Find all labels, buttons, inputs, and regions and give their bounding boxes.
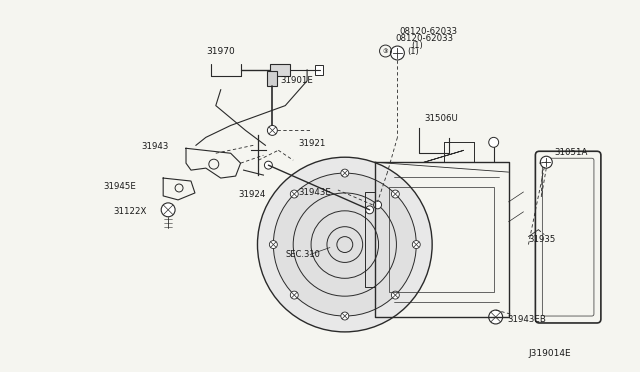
Circle shape [540,156,552,168]
Bar [268,71,277,86]
Text: 31122X: 31122X [113,207,147,216]
Text: 31943: 31943 [141,142,169,151]
Text: 31921: 31921 [298,139,326,148]
Text: (1): (1) [412,41,423,49]
Circle shape [268,125,277,135]
Text: 31945E: 31945E [104,182,136,190]
Text: 08120-62033: 08120-62033 [399,27,458,36]
Circle shape [269,241,277,248]
Circle shape [374,201,381,209]
Bar [270,64,290,76]
Text: 31506U: 31506U [424,114,458,123]
Circle shape [365,206,374,214]
Text: 31935: 31935 [529,235,556,244]
Circle shape [161,203,175,217]
Circle shape [390,46,404,60]
Circle shape [273,173,416,316]
Circle shape [489,310,502,324]
Text: 08120-62033: 08120-62033 [396,33,454,43]
Circle shape [264,161,273,169]
Circle shape [412,241,420,248]
Text: 31970: 31970 [206,46,235,55]
Text: (1): (1) [407,46,419,55]
Text: 31943EB: 31943EB [508,315,547,324]
Text: 31901E: 31901E [280,76,313,85]
Text: 31051A: 31051A [554,148,588,157]
Text: ③: ③ [383,48,388,54]
Circle shape [392,291,399,299]
Circle shape [392,190,399,198]
Text: 31943E: 31943E [298,189,331,198]
Circle shape [489,137,499,147]
Text: SEC.310: SEC.310 [285,250,320,259]
Circle shape [291,190,298,198]
Circle shape [257,157,432,332]
Circle shape [341,312,349,320]
Circle shape [291,291,298,299]
Bar [315,65,323,75]
Text: J319014E: J319014E [529,349,571,358]
Bar [390,187,493,292]
Circle shape [341,169,349,177]
Text: 31924: 31924 [239,190,266,199]
